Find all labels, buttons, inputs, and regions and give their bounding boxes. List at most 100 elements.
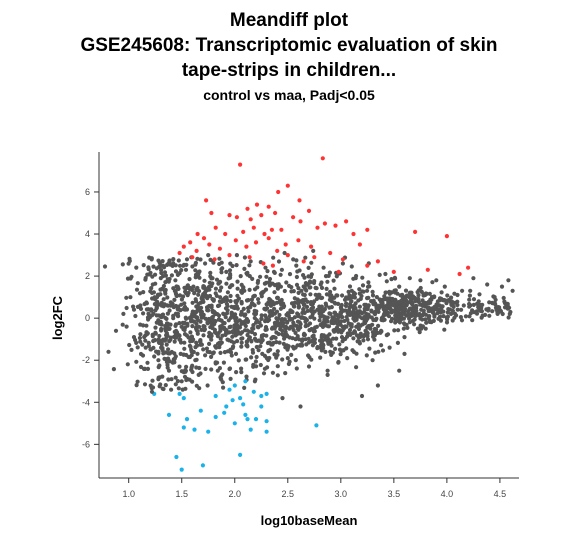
point-not-significant [177, 263, 183, 268]
point-not-significant [239, 282, 244, 287]
point-not-significant [228, 261, 233, 266]
point-not-significant [203, 353, 208, 358]
point-not-significant [412, 322, 417, 327]
point-not-significant [182, 332, 188, 337]
point-not-significant [358, 331, 363, 336]
point-not-significant [203, 316, 208, 321]
point-not-significant [156, 377, 161, 382]
point-not-significant [365, 325, 370, 330]
point-not-significant [344, 295, 349, 300]
point-not-significant [223, 331, 228, 336]
point-downregulated [181, 396, 186, 401]
point-upregulated [283, 242, 288, 247]
point-not-significant [227, 330, 232, 335]
point-not-significant [280, 317, 285, 322]
point-not-significant [256, 297, 261, 302]
y-tick-label: -4 [82, 397, 90, 407]
point-not-significant [138, 306, 144, 311]
point-upregulated [425, 267, 430, 272]
point-not-significant [275, 282, 280, 287]
point-not-significant [319, 335, 324, 340]
point-not-significant [505, 306, 510, 311]
point-not-significant [417, 313, 423, 318]
point-not-significant [303, 298, 308, 303]
point-not-significant [398, 298, 404, 304]
point-not-significant [168, 262, 173, 267]
point-not-significant [238, 274, 243, 279]
point-not-significant [387, 345, 392, 350]
point-not-significant [222, 321, 227, 326]
point-not-significant [352, 312, 357, 317]
point-not-significant [169, 377, 174, 382]
point-not-significant [287, 335, 292, 340]
point-downregulated [166, 412, 172, 417]
point-not-significant [124, 295, 129, 300]
point-not-significant [389, 290, 394, 295]
point-not-significant [173, 269, 179, 274]
point-not-significant [423, 326, 428, 331]
point-not-significant [455, 292, 460, 298]
point-not-significant [289, 285, 294, 290]
point-not-significant [267, 314, 272, 319]
point-not-significant [334, 336, 339, 341]
point-not-significant [142, 382, 148, 387]
point-not-significant [163, 273, 168, 278]
point-not-significant [467, 293, 472, 298]
point-downregulated [230, 398, 235, 403]
point-not-significant [215, 303, 221, 309]
point-not-significant [354, 351, 359, 356]
point-not-significant [467, 301, 472, 307]
point-not-significant [372, 326, 377, 332]
point-downregulated [232, 383, 237, 388]
point-not-significant [173, 354, 178, 359]
point-upregulated [365, 263, 370, 268]
point-not-significant [205, 296, 210, 301]
point-not-significant [430, 306, 435, 311]
point-not-significant [359, 393, 365, 399]
point-not-significant [224, 281, 229, 286]
point-not-significant [369, 308, 374, 313]
point-not-significant [148, 383, 153, 388]
point-not-significant [354, 324, 359, 329]
point-not-significant [188, 319, 194, 324]
point-not-significant [206, 308, 211, 313]
point-not-significant [406, 312, 411, 317]
point-upregulated [285, 183, 290, 188]
point-not-significant [429, 295, 435, 300]
point-not-significant [267, 276, 273, 282]
point-not-significant [357, 341, 362, 346]
point-not-significant [177, 321, 182, 326]
point-not-significant [492, 295, 497, 300]
point-not-significant [270, 335, 275, 340]
point-not-significant [417, 330, 422, 335]
point-not-significant [383, 271, 388, 277]
point-downregulated [238, 396, 243, 401]
point-not-significant [272, 326, 277, 331]
point-not-significant [305, 323, 310, 328]
point-not-significant [218, 375, 223, 380]
point-not-significant [214, 345, 219, 350]
point-not-significant [303, 286, 308, 291]
point-not-significant [145, 366, 151, 371]
point-not-significant [298, 343, 303, 348]
point-not-significant [239, 320, 244, 325]
point-not-significant [223, 315, 228, 320]
point-not-significant [419, 326, 424, 331]
point-not-significant [201, 324, 206, 329]
point-not-significant [182, 301, 187, 306]
point-not-significant [431, 318, 436, 323]
point-not-significant [175, 284, 180, 289]
point-not-significant [143, 345, 148, 350]
point-not-significant [274, 330, 279, 335]
point-not-significant [323, 337, 328, 342]
point-not-significant [221, 311, 226, 316]
point-downregulated [238, 452, 243, 457]
point-not-significant [420, 317, 425, 322]
point-not-significant [221, 385, 226, 390]
point-not-significant [131, 335, 137, 340]
point-not-significant [389, 319, 394, 324]
point-not-significant [129, 347, 134, 352]
point-not-significant [163, 336, 168, 341]
point-not-significant [437, 296, 443, 301]
